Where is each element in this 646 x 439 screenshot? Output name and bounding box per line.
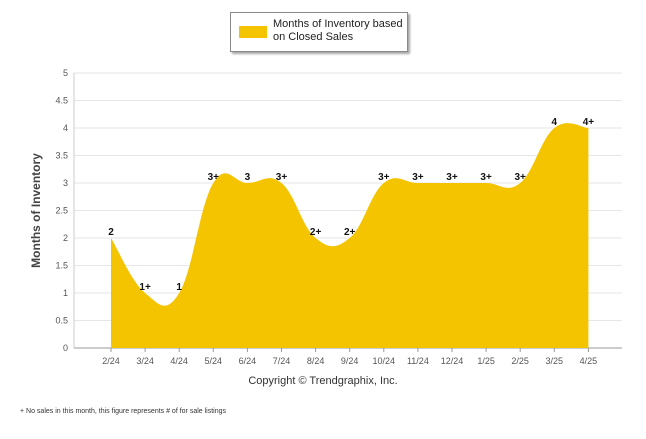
y-tick-label: 3 [63, 178, 68, 188]
x-tick-label: 8/24 [307, 356, 325, 366]
x-tick-label: 10/24 [373, 356, 396, 366]
x-tick-label: 3/25 [546, 356, 564, 366]
x-tick-label: 6/24 [239, 356, 257, 366]
data-label: 3+ [480, 172, 492, 183]
x-tick-label: 11/24 [407, 356, 429, 366]
data-label: 2+ [344, 227, 356, 238]
x-tick-label: 4/25 [580, 356, 598, 366]
x-tick-label: 9/24 [341, 356, 359, 366]
x-tick-label: 7/24 [273, 356, 291, 366]
footnote-text: + No sales in this month, this figure re… [20, 408, 227, 415]
y-tick-label: 0.5 [55, 316, 68, 326]
x-tick-label: 5/24 [205, 356, 223, 366]
data-label: 3+ [276, 172, 288, 183]
data-label: 4+ [583, 117, 595, 128]
y-tick-label: 3.5 [55, 151, 68, 161]
legend-label: Months of Inventory based on Closed Sale… [273, 18, 403, 43]
x-tick-label: 3/24 [136, 356, 154, 366]
data-label: 2 [108, 227, 114, 238]
y-tick-label: 4 [63, 123, 68, 133]
x-tick-label: 2/24 [102, 356, 120, 366]
data-label: 1+ [139, 282, 151, 293]
x-tick-label: 4/24 [170, 356, 188, 366]
x-tick-label: 12/24 [441, 356, 464, 366]
area-series-months-of-inventory [111, 123, 589, 348]
y-tick-label: 2.5 [55, 206, 68, 216]
data-label: 3+ [412, 172, 424, 183]
data-label: 1 [176, 282, 182, 293]
y-tick-label: 5 [63, 68, 68, 78]
data-label: 3+ [208, 172, 220, 183]
data-label: 3 [245, 172, 251, 183]
x-tick-label: 2/25 [511, 356, 529, 366]
y-tick-label: 1 [63, 288, 68, 298]
y-tick-label: 2 [63, 233, 68, 243]
y-tick-label: 1.5 [55, 261, 68, 271]
legend-swatch [239, 26, 267, 38]
legend: Months of Inventory based on Closed Sale… [230, 12, 408, 52]
data-label: 3+ [378, 172, 390, 183]
y-axis-title: Months of Inventory [29, 153, 43, 268]
x-tick-label: 1/25 [477, 356, 495, 366]
data-label: 3+ [446, 172, 458, 183]
copyright-text: Copyright © Trendgraphix, Inc. [248, 375, 398, 387]
data-label: 4 [552, 117, 558, 128]
y-tick-label: 0 [63, 343, 68, 353]
data-label: 2+ [310, 227, 322, 238]
y-tick-label: 4.5 [55, 96, 68, 106]
data-label: 3+ [514, 172, 526, 183]
